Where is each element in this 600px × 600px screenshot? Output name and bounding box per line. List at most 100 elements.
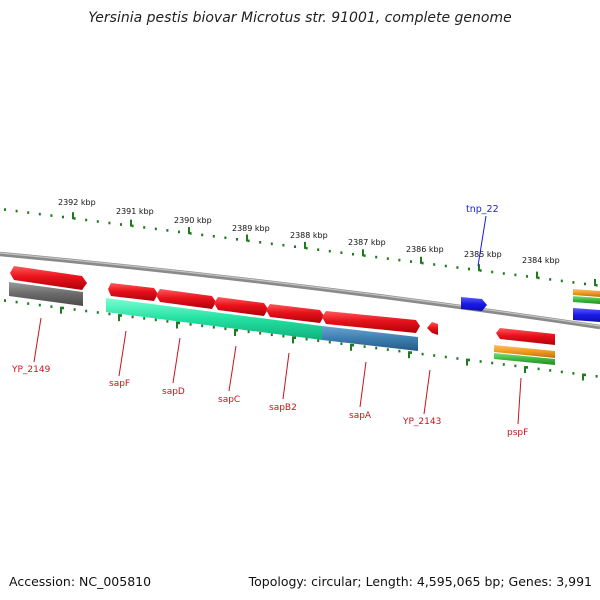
scale-dot xyxy=(201,324,204,328)
scale-major-tick xyxy=(118,314,120,322)
leader-sapB2 xyxy=(282,352,290,400)
leader-YP_2143 xyxy=(423,369,431,415)
scale-ticks-upper xyxy=(4,208,598,287)
leader-pspF xyxy=(517,377,522,425)
scale-dot xyxy=(62,306,64,310)
scale-label-2385: 2385 kbp xyxy=(464,250,502,259)
gene-sapC[interactable] xyxy=(214,297,268,316)
gene-YP_2143[interactable] xyxy=(427,322,438,335)
gene-sapA[interactable] xyxy=(322,311,420,333)
scale-dot xyxy=(212,235,215,238)
gene-label-YP_2149[interactable]: YP_2149 xyxy=(11,365,51,375)
leader-sapC xyxy=(228,345,237,392)
scale-dot xyxy=(212,326,215,329)
scale-dot xyxy=(15,300,18,304)
scale-dot xyxy=(50,214,53,217)
scale-label-2388: 2388 kbp xyxy=(290,231,328,240)
scale-major-tick xyxy=(478,264,480,272)
scale-major-tick xyxy=(234,329,236,336)
scale-dot xyxy=(410,260,412,263)
genome-backbone-highlight xyxy=(0,252,600,327)
scale-dot xyxy=(433,354,436,357)
scale-dot xyxy=(456,357,459,360)
gene-label-sapF[interactable]: sapF xyxy=(109,379,130,389)
scale-dot xyxy=(236,329,238,332)
scale-dot xyxy=(479,269,482,272)
gene-pspF-orange[interactable] xyxy=(494,345,555,358)
scale-major-tick xyxy=(362,249,364,257)
scale-dot xyxy=(85,218,88,222)
scale-dot xyxy=(73,217,76,220)
gene-label-tnp_22[interactable]: tnp_22 xyxy=(466,204,499,215)
gene-right-orange-top[interactable] xyxy=(573,289,600,297)
scale-major-tick xyxy=(176,321,178,329)
scale-dot xyxy=(386,257,389,260)
leader-sapA xyxy=(359,361,367,408)
scale-dot xyxy=(73,308,76,311)
scale-dot xyxy=(468,267,470,271)
gene-tnp_22[interactable] xyxy=(461,297,487,311)
gene-label-pspF[interactable]: pspF xyxy=(507,428,528,438)
scale-major-tick xyxy=(60,306,62,314)
scale-major-tick xyxy=(188,227,190,235)
scale-major-tick xyxy=(594,279,596,286)
scale-dot xyxy=(178,321,180,325)
scale-dot xyxy=(537,367,540,371)
scale-major-tick xyxy=(420,256,422,264)
scale-dot xyxy=(317,248,320,251)
gene-pspF[interactable] xyxy=(496,328,555,345)
scale-dot xyxy=(502,272,505,275)
scale-dot xyxy=(236,238,238,241)
scale-dot xyxy=(85,309,88,313)
gene-label-sapC[interactable]: sapC xyxy=(218,395,240,405)
scale-dot xyxy=(584,282,586,286)
scale-dot xyxy=(421,261,424,265)
scale-dot xyxy=(96,311,99,314)
scale-dot xyxy=(294,336,296,339)
scale-dot xyxy=(363,254,366,257)
scale-dot xyxy=(15,209,18,213)
scale-dot xyxy=(259,241,262,244)
scale-dot xyxy=(468,358,470,362)
scale-dot xyxy=(108,221,111,225)
gene-label-sapB2[interactable]: sapB2 xyxy=(269,403,297,413)
scale-dot xyxy=(584,373,586,377)
scale-dot xyxy=(189,232,192,235)
genome-summary: Topology: circular; Length: 4,595,065 bp… xyxy=(248,574,592,589)
scale-dot xyxy=(375,346,378,350)
scale-dot xyxy=(270,242,273,246)
scale-major-tick xyxy=(524,366,526,374)
scale-label-2391: 2391 kbp xyxy=(116,207,154,216)
scale-label-2389: 2389 kbp xyxy=(232,224,270,233)
gene-YP_2149-pseudo[interactable] xyxy=(9,282,83,306)
operon-sap-bar[interactable] xyxy=(106,298,418,351)
gene-pspF-green[interactable] xyxy=(494,353,555,365)
gene-sapD[interactable] xyxy=(156,289,216,309)
scale-dot xyxy=(328,340,331,344)
scale-dot xyxy=(444,264,447,268)
gene-sapF[interactable] xyxy=(108,283,158,301)
gene-label-sapA[interactable]: sapA xyxy=(349,411,372,421)
scale-label-2384: 2384 kbp xyxy=(522,256,560,265)
gene-label-sapD[interactable]: sapD xyxy=(162,387,185,397)
scale-dot xyxy=(224,327,227,331)
gene-label-YP_2143[interactable]: YP_2143 xyxy=(402,417,441,427)
scale-dot xyxy=(375,255,378,259)
scale-label-2387: 2387 kbp xyxy=(348,238,386,247)
scale-dot xyxy=(514,364,517,368)
scale-major-tick xyxy=(72,212,74,220)
scale-dot xyxy=(340,342,343,345)
scale-dot xyxy=(143,226,146,229)
gene-YP_2149[interactable] xyxy=(10,266,87,290)
leader-sapD xyxy=(172,337,181,384)
gene-sapB2[interactable] xyxy=(266,304,324,323)
scale-dot xyxy=(305,337,308,341)
gene-right-green-top[interactable] xyxy=(573,296,600,304)
scale-dot xyxy=(189,323,192,326)
scale-dot xyxy=(201,233,204,237)
scale-dot xyxy=(444,355,447,359)
scale-dot xyxy=(479,360,482,363)
gene-right-blue[interactable] xyxy=(573,308,600,322)
scale-labels: 2392 kbp 2391 kbp 2390 kbp 2389 kbp 2388… xyxy=(58,198,560,265)
